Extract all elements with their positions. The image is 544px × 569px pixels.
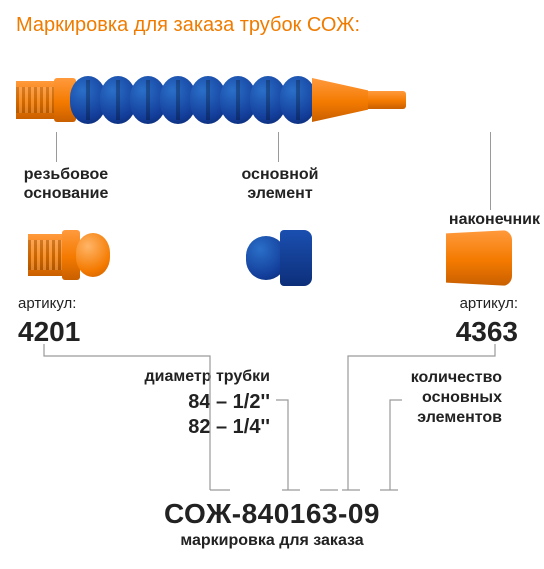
article-right: артикул: 4363 xyxy=(456,295,518,349)
marking-sub: маркировка для заказа xyxy=(0,532,544,550)
component-socket xyxy=(280,230,312,286)
tube-thread xyxy=(16,81,54,119)
count-line: основных xyxy=(411,388,502,408)
tube-assembly xyxy=(16,70,528,130)
label-base: резьбовое основание xyxy=(16,165,116,203)
count-block: количество основных элементов xyxy=(411,368,502,428)
article-left: артикул: 4201 xyxy=(18,295,80,349)
label-line: элемент xyxy=(220,184,340,203)
tube-segment xyxy=(280,76,316,124)
article-number: 4201 xyxy=(18,314,80,349)
connector-line xyxy=(278,132,279,162)
article-number: 4363 xyxy=(456,314,518,349)
component-base xyxy=(28,230,110,280)
diameter-head: диаметр трубки xyxy=(120,368,270,386)
component-nozzle-body xyxy=(446,230,512,286)
count-line: элементов xyxy=(411,408,502,428)
label-line: резьбовое xyxy=(16,165,116,184)
label-nozzle: наконечник xyxy=(440,210,540,229)
marking-block: СОЖ-840163-09 маркировка для заказа xyxy=(0,498,544,550)
component-nozzle xyxy=(446,230,512,286)
component-thread xyxy=(28,234,62,276)
page-title: Маркировка для заказа трубок СОЖ: xyxy=(16,14,360,37)
label-middle: основной элемент xyxy=(220,165,340,203)
label-line: основание xyxy=(16,184,116,203)
diameter-row: 82 – 1/4'' xyxy=(120,415,270,440)
diameter-block: диаметр трубки 84 – 1/2'' 82 – 1/4'' xyxy=(120,368,270,440)
connector-line xyxy=(490,132,491,210)
tube-nozzle-tip xyxy=(368,91,406,109)
diameter-row: 84 – 1/2'' xyxy=(120,390,270,415)
tube-nozzle-cone xyxy=(312,78,368,122)
article-label: артикул: xyxy=(456,295,518,314)
article-label: артикул: xyxy=(18,295,80,314)
marking-code: СОЖ-840163-09 xyxy=(0,498,544,530)
component-middle xyxy=(246,230,312,286)
component-ball xyxy=(76,233,110,277)
connector-line xyxy=(56,132,57,162)
label-line: основной xyxy=(220,165,340,184)
count-line: количество xyxy=(411,368,502,388)
